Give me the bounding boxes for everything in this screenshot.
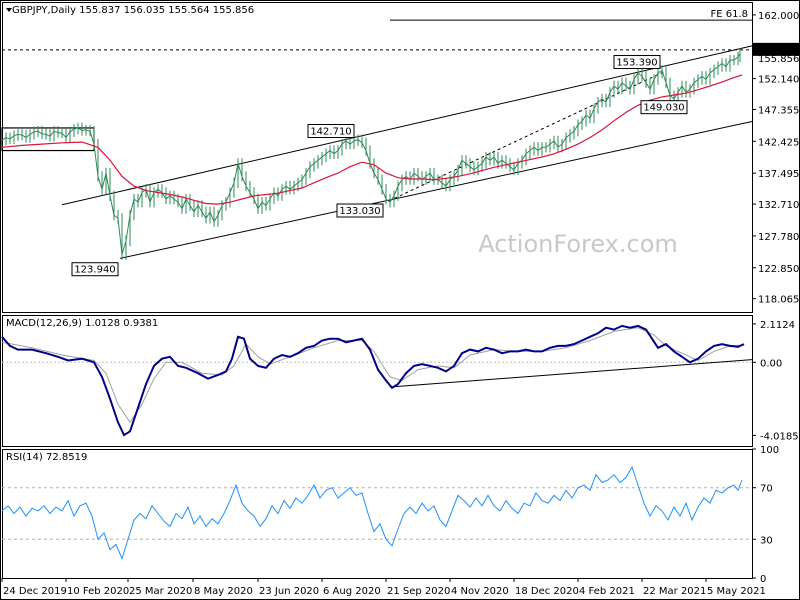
x-tick-label: 6 Aug 2020: [323, 586, 381, 597]
x-tick-label: 5 May 2021: [707, 586, 766, 597]
annotation-box: [336, 203, 384, 218]
macd-y-tick-label: 0.00: [760, 358, 782, 369]
last-price-label: 155.856: [758, 54, 799, 65]
annotation-label: 133.030: [339, 206, 380, 217]
price-panel-frame: [2, 2, 753, 313]
x-tick-label: 18 Dec 2020: [515, 586, 579, 597]
price-y-tick-label: 142.425: [758, 137, 799, 148]
dropdown-arrow-icon: [6, 8, 12, 12]
watermark: ActionForex.com: [478, 230, 678, 258]
price-y-tick-label: 127.780: [758, 232, 799, 243]
x-tick-label: 23 Jun 2020: [259, 586, 319, 597]
ma-series-line: [1, 74, 743, 205]
macd-series-line: [1, 324, 745, 437]
rsi-y-tick-label: 0: [760, 574, 766, 585]
x-tick-label: 25 Mar 2020: [129, 586, 192, 597]
annotation-box: [613, 55, 661, 70]
macd-trend-line: [391, 359, 753, 388]
rsi-panel-frame: [2, 449, 753, 579]
macd-y-tick-label: -4.0185: [760, 431, 799, 442]
annotation-label: 123.940: [74, 265, 115, 276]
macd-panel-frame: [2, 315, 753, 447]
price-y-tick-label: 118.065: [758, 295, 799, 306]
x-tick-label: 4 Nov 2020: [451, 586, 509, 597]
rsi-y-tick-label: 100: [760, 445, 779, 456]
current-price-tag: [753, 42, 799, 56]
rsi-series-line: [1, 465, 743, 561]
price-y-tick-label: 132.710: [758, 200, 799, 211]
macd-y-tick-label: 2.1124: [760, 320, 795, 331]
x-tick-label: 22 Mar 2021: [643, 586, 706, 597]
rsi-y-tick-label: 70: [760, 484, 773, 495]
channel-line-0: [61, 45, 753, 206]
fe-label: FE 61.8: [710, 9, 748, 20]
annotation-label: 149.030: [643, 103, 684, 114]
price-y-tick-label: 137.495: [758, 169, 799, 180]
annotation-box: [307, 123, 355, 138]
x-tick-label: 4 Feb 2021: [579, 586, 635, 597]
annotation-label: 153.390: [616, 58, 657, 69]
channel-line-1: [119, 120, 753, 259]
price-y-tick-label: 122.850: [758, 264, 799, 275]
price-header: GBPJPY,Daily 155.837 156.035 155.564 155…: [12, 5, 254, 16]
rsi-y-tick-label: 30: [760, 535, 773, 546]
current-price-label: 156.590: [756, 46, 797, 57]
price-y-tick-label: 147.355: [758, 105, 799, 116]
annotation-box: [71, 262, 119, 277]
price-series-line: [1, 53, 741, 255]
annotation-box: [640, 100, 688, 115]
annotation-label: 142.710: [310, 126, 351, 137]
macd-header: MACD(12,26,9) 1.0128 0.9381: [6, 318, 158, 329]
x-tick-label: 8 May 2020: [194, 586, 253, 597]
rsi-header: RSI(14) 72.8519: [6, 452, 87, 463]
x-tick-label: 10 Feb 2020: [67, 586, 129, 597]
x-tick-label: 24 Dec 2019: [3, 586, 67, 597]
price-y-tick-label: 162.000: [758, 11, 799, 22]
x-tick-label: 21 Sep 2020: [387, 586, 450, 597]
price-y-tick-label: 152.140: [758, 75, 799, 86]
